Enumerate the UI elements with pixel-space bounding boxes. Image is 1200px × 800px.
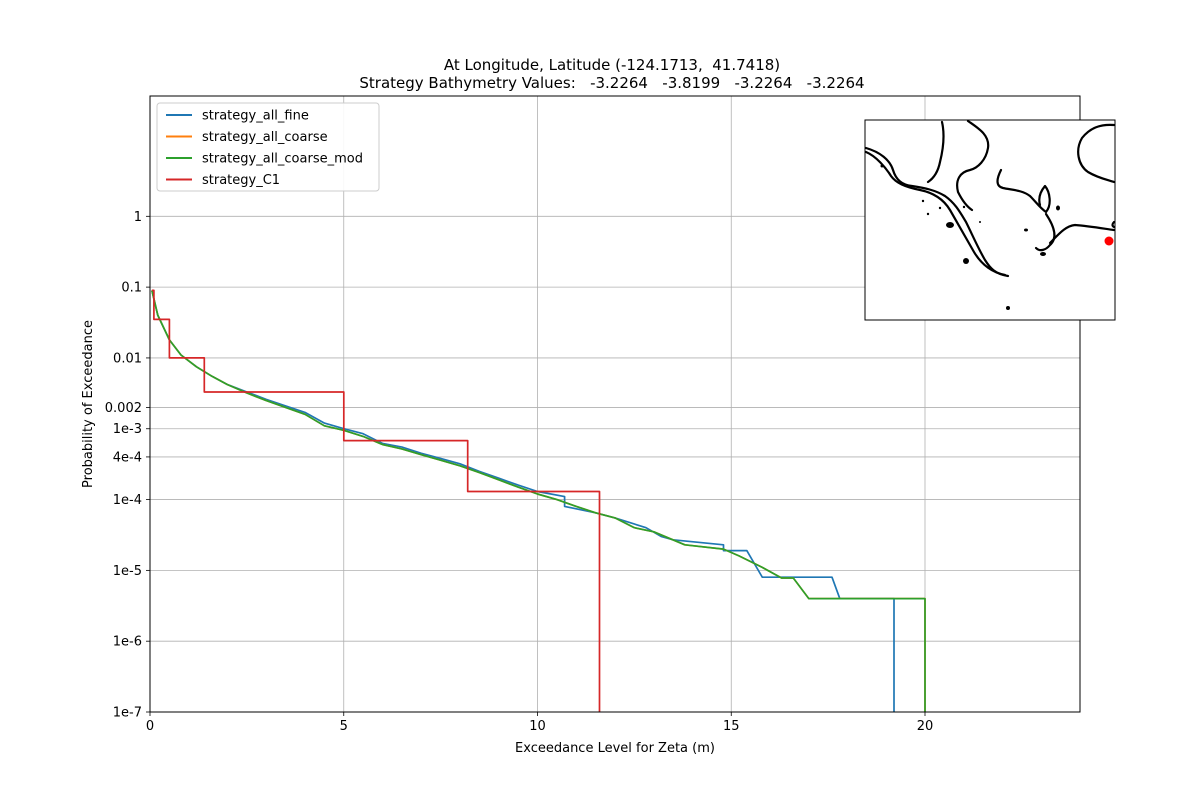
y-tick-label: 1e-7 [113,706,142,721]
x-axis-label: Exceedance Level for Zeta (m) [515,741,715,756]
islands [880,164,1060,310]
series-line-strategy-all-fine [151,290,895,712]
plot-area [151,289,926,712]
y-tick-label: 1e-3 [113,422,142,437]
y-tick-label: 0.01 [113,351,142,366]
chart-subtitle: Strategy Bathymetry Values: -3.2264 -3.8… [359,74,864,92]
y-tick-label: 1e-6 [113,635,142,650]
y-tick-label: 0.1 [121,281,142,296]
legend-box [156,102,380,192]
y-tick-label: 1e-5 [113,564,142,579]
x-tick-label: 15 [723,719,740,734]
legend: strategy_all_fine strategy_all_coarsestra… [156,102,380,192]
y-axis: 1 0.1 0.01 0.002 1e-3 4e-4 1e-4 1e-5 1e-6 1e-7 [105,210,150,721]
coastline [864,119,1116,278]
x-tick-label: 20 [917,719,934,734]
inset-map [864,119,1116,321]
location-marker [1104,236,1114,246]
x-tick-label: 10 [529,719,546,734]
y-tick-label: 4e-4 [113,450,142,465]
chart-title: At Longitude, Latitude (-124.1713, 41.74… [444,56,780,74]
x-tick-label: 0 [146,719,154,734]
y-axis-label: Probability of Exceedance [81,320,96,488]
x-tick-label: 5 [340,719,348,734]
x-axis: 0 5 10 15 20 [146,712,933,734]
legend-label-strategy-all-fine: strategy_all_fine [202,109,309,124]
legend-label-strategy-C1: strategy_C1 [202,173,280,188]
y-tick-label: 1 [134,210,142,225]
axes-frame [149,95,1081,713]
inset-frame [864,119,1116,321]
series-line-strategy-all-coarse-mod [151,290,926,712]
series-line-strategy-C1 [151,289,601,712]
y-tick-label: 0.002 [105,401,142,416]
legend-label-strategy-all-coarse: strategy_all_coarse [202,130,328,145]
y-tick-label: 1e-4 [113,493,142,508]
legend-label-strategy-all-coarse-mod: strategy_all_coarse_mod [202,152,363,167]
series-line-strategy-all-coarse [151,290,926,712]
